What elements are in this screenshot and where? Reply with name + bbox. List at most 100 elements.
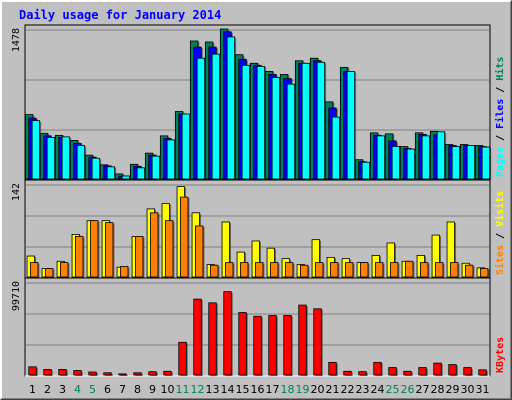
bar-kbytes-day-8 bbox=[133, 372, 142, 376]
x-tick-label-27: 27 bbox=[416, 383, 430, 396]
bar-sites-day-9 bbox=[150, 212, 159, 278]
bar-pages-day-20 bbox=[316, 61, 326, 180]
bar-kbytes-day-18 bbox=[283, 315, 292, 376]
x-tick-label-3: 3 bbox=[59, 383, 66, 396]
x-tick-label-23: 23 bbox=[356, 383, 370, 396]
x-tick-label-20: 20 bbox=[311, 383, 325, 396]
x-tick-label-6: 6 bbox=[104, 383, 111, 396]
bar-kbytes-day-3 bbox=[58, 369, 67, 376]
panel-hits-files-pages: 1478 Pages / Files / Hits bbox=[11, 24, 506, 181]
bar-sites-day-23 bbox=[360, 262, 369, 278]
bar-sites-day-6 bbox=[105, 222, 114, 278]
x-tick-label-1: 1 bbox=[29, 383, 36, 396]
legend-item-kbytes: KBytes bbox=[495, 337, 506, 373]
bar-sites-day-12 bbox=[195, 225, 204, 278]
bar-pages-day-24 bbox=[376, 135, 386, 180]
x-tick-label-9: 9 bbox=[149, 383, 156, 396]
bar-shadow bbox=[120, 374, 128, 376]
panel-visits-sites: 142 Sites / Visits bbox=[11, 179, 506, 279]
bar-sites-day-31 bbox=[480, 268, 489, 278]
bar-pages-day-27 bbox=[421, 135, 431, 180]
x-tick-label-25: 25 bbox=[386, 383, 400, 396]
bar-pages-day-4 bbox=[76, 145, 86, 180]
bar-sites-day-25 bbox=[390, 262, 399, 278]
bar-sites-day-30 bbox=[465, 264, 474, 278]
bar-sites-day-2 bbox=[45, 268, 54, 278]
bar-sites-day-1 bbox=[30, 262, 39, 278]
x-tick-label-5: 5 bbox=[89, 383, 96, 396]
bar-pages-day-3 bbox=[61, 136, 71, 180]
x-tick-label-26: 26 bbox=[401, 383, 415, 396]
x-tick-label-11: 11 bbox=[176, 383, 190, 396]
bar-pages-day-17 bbox=[271, 77, 281, 180]
bar-sites-day-24 bbox=[375, 262, 384, 278]
legend-separator: / bbox=[495, 227, 506, 245]
bar-kbytes-day-26 bbox=[403, 370, 412, 376]
x-tick-label-10: 10 bbox=[161, 383, 175, 396]
bar-kbytes-day-10 bbox=[163, 370, 172, 376]
bar-pages-day-15 bbox=[241, 64, 251, 180]
bar-pages-day-28 bbox=[436, 131, 446, 180]
bar-kbytes-day-30 bbox=[463, 367, 472, 376]
bar-sites-day-7 bbox=[120, 266, 129, 278]
bar-pages-day-7 bbox=[121, 175, 131, 180]
x-tick-label-17: 17 bbox=[266, 383, 280, 396]
bar-sites-day-27 bbox=[420, 262, 429, 278]
x-tick-label-4: 4 bbox=[74, 383, 81, 396]
bar-kbytes-day-2 bbox=[43, 369, 52, 376]
bar-pages-day-5 bbox=[91, 157, 101, 180]
bar-sites-day-4 bbox=[75, 235, 84, 278]
bar-kbytes-day-24 bbox=[373, 361, 382, 376]
x-tick-label-21: 21 bbox=[326, 383, 340, 396]
bar-kbytes-day-16 bbox=[253, 315, 262, 376]
bar-kbytes-day-29 bbox=[448, 364, 457, 376]
x-tick-label-12: 12 bbox=[191, 383, 205, 396]
x-tick-label-31: 31 bbox=[476, 383, 490, 396]
bar-sites-day-20 bbox=[315, 262, 324, 278]
bar-pages-day-6 bbox=[106, 166, 116, 180]
chart-title: Daily usage for January 2014 bbox=[19, 8, 221, 22]
bar-pages-day-2 bbox=[46, 136, 56, 180]
bar-pages-day-22 bbox=[346, 71, 356, 180]
bar-pages-day-10 bbox=[166, 139, 176, 180]
bar-sites-day-26 bbox=[405, 260, 414, 278]
x-tick-label-18: 18 bbox=[281, 383, 295, 396]
bar-pages-day-25 bbox=[391, 146, 401, 180]
legend-kbytes: KBytes bbox=[495, 337, 506, 373]
bar-sites-day-19 bbox=[300, 264, 309, 278]
bar-pages-day-14 bbox=[226, 36, 236, 180]
bar-kbytes-day-28 bbox=[433, 362, 442, 376]
x-axis-tick-labels: 1 2 3 4 5 6 7 8 9 10 11 12 13 14 15 16 17 18 19 20 21 22 23 24 2… bbox=[29, 383, 490, 396]
bar-pages-day-12 bbox=[196, 57, 206, 180]
bar-pages-day-19 bbox=[301, 62, 311, 180]
bar-kbytes-day-12 bbox=[193, 298, 202, 376]
legend-item-visits: Visits bbox=[494, 191, 506, 227]
bar-sites-day-22 bbox=[345, 262, 354, 278]
bar-pages-day-18 bbox=[286, 83, 296, 180]
y-max-label-hits-files-pages: 1478 bbox=[11, 28, 22, 52]
bar-kbytes-day-17 bbox=[268, 315, 277, 376]
bar-pages-day-31 bbox=[481, 146, 491, 180]
bar-kbytes-day-15 bbox=[238, 312, 247, 376]
x-tick-label-15: 15 bbox=[236, 383, 250, 396]
bar-pages-day-11 bbox=[181, 113, 191, 180]
bar-pages-day-21 bbox=[331, 116, 341, 180]
bar-kbytes-day-22 bbox=[343, 370, 352, 376]
bar-kbytes-day-31 bbox=[478, 369, 487, 376]
bar-kbytes-day-4 bbox=[73, 370, 82, 376]
bar-kbytes-day-27 bbox=[418, 367, 427, 376]
bar-kbytes-day-9 bbox=[148, 371, 157, 376]
bar-sites-day-15 bbox=[240, 262, 249, 278]
bar-kbytes-day-14 bbox=[223, 291, 232, 376]
bar-sites-day-10 bbox=[165, 220, 174, 278]
bar-kbytes-day-6 bbox=[103, 372, 112, 376]
x-tick-label-7: 7 bbox=[119, 383, 126, 396]
x-tick-label-28: 28 bbox=[431, 383, 445, 396]
bar-kbytes-day-5 bbox=[88, 371, 97, 376]
bar-pages-day-13 bbox=[211, 53, 221, 180]
bar-sites-day-5 bbox=[90, 220, 99, 278]
y-max-label-kbytes: 99710 bbox=[11, 281, 22, 311]
bar-sites-day-29 bbox=[450, 262, 459, 278]
bar-sites-day-11 bbox=[180, 196, 189, 278]
